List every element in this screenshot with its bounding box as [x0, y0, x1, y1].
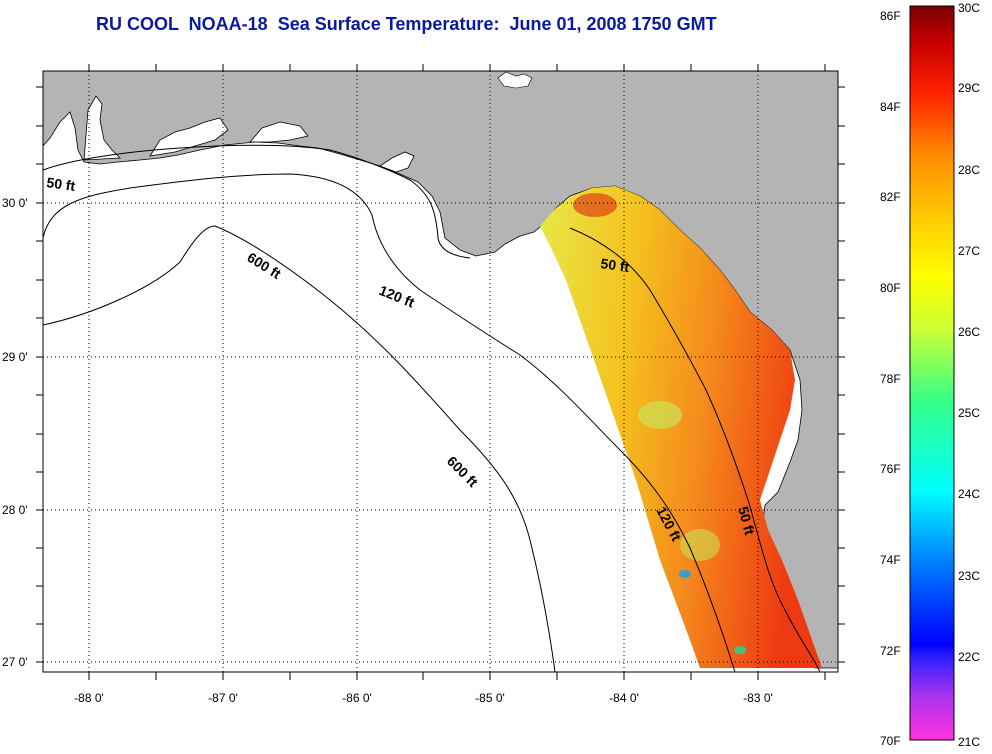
colorbar-f-label: 76F — [880, 462, 901, 476]
colorbar-f-label: 78F — [880, 372, 901, 386]
colorbar-c-label: 22C — [958, 650, 980, 664]
colorbar-f-label: 86F — [880, 9, 901, 23]
lon-tick-label: -86 0' — [342, 691, 372, 705]
lat-tick-label: 30 0' — [2, 196, 28, 210]
figure-title: RU COOL NOAA-18 Sea Surface Temperature:… — [96, 14, 717, 34]
land-bay — [249, 121, 309, 143]
cool-patch — [679, 570, 691, 578]
axis-ticks-left — [36, 86, 845, 663]
lon-tick-label: -87 0' — [208, 691, 238, 705]
cool-patch — [680, 529, 720, 561]
colorbar-c-label: 30C — [958, 1, 980, 15]
colorbar-f-label: 80F — [880, 281, 901, 295]
cool-patch — [638, 401, 682, 429]
contour-label: 50 ft — [46, 174, 77, 194]
colorbar-c-label: 23C — [958, 569, 980, 583]
lon-tick-label: -83 0' — [743, 691, 773, 705]
colorbar-c-label: 21C — [958, 735, 980, 749]
land-bay — [379, 151, 415, 173]
contour-120ft — [43, 173, 736, 672]
colorbar-f-label: 74F — [880, 553, 901, 567]
colorbar-c-label: 25C — [958, 406, 980, 420]
contour-label: 50 ft — [600, 255, 631, 275]
contour-600ft — [43, 225, 556, 672]
colorbar-c-label: 29C — [958, 81, 980, 95]
contour-50ft-west — [43, 144, 471, 259]
colorbar-c-label: 28C — [958, 163, 980, 177]
sst-swath — [540, 186, 822, 668]
land-bay — [149, 117, 229, 157]
lat-tick-label: 27 0' — [2, 655, 28, 669]
colorbar — [909, 5, 955, 741]
colorbar-c-label: 24C — [958, 487, 980, 501]
contour-50ft-east — [569, 227, 821, 672]
lon-tick-label: -85 0' — [475, 691, 505, 705]
colorbar-c-label: 27C — [958, 244, 980, 258]
colorbar-f-label: 84F — [880, 100, 901, 114]
colorbar-f-label: 72F — [880, 644, 901, 658]
lon-tick-label: -88 0' — [74, 691, 104, 705]
graticule — [43, 71, 838, 672]
lat-tick-label: 29 0' — [2, 350, 28, 364]
colorbar-f-label: 70F — [880, 734, 901, 748]
colorbar-f-label: 82F — [880, 190, 901, 204]
lon-tick-label: -84 0' — [609, 691, 639, 705]
contour-label: 50 ft — [735, 505, 758, 537]
land-bay — [83, 95, 121, 161]
axis-ticks-bottom — [88, 64, 826, 680]
cool-patch — [734, 646, 746, 654]
colorbar-c-label: 26C — [958, 325, 980, 339]
warm-patch — [573, 193, 617, 217]
lat-tick-label: 28 0' — [2, 503, 28, 517]
inland-lake — [497, 71, 533, 89]
